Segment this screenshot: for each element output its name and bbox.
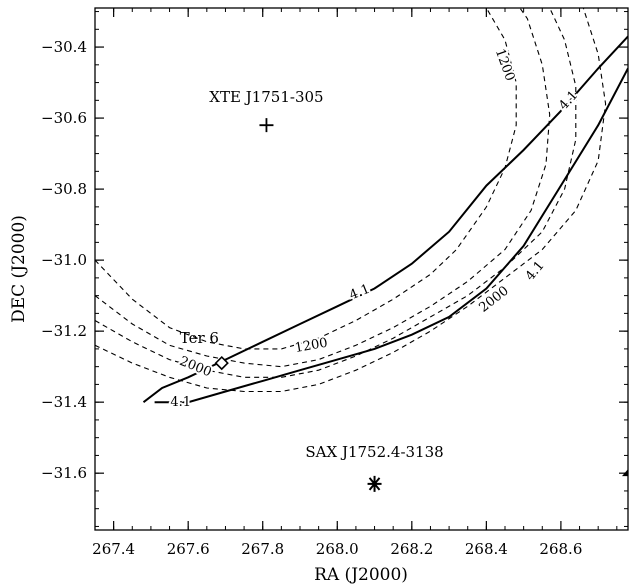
exposure-contour-0 [95, 8, 517, 350]
y-axis-label: DEC (J2000) [9, 215, 29, 323]
y-tick-label: −30.6 [41, 109, 87, 127]
source-label-sax-j1752-4-3138: SAX J1752.4-3138 [305, 443, 443, 461]
exposure-contour-3 [95, 8, 607, 393]
source-label-ter-6: Ter 6 [180, 329, 219, 347]
y-tick-label: −30.8 [41, 180, 87, 198]
x-tick-label: 268.2 [390, 540, 433, 558]
arrow-marker [622, 469, 628, 477]
y-tick-label: −31.4 [41, 393, 87, 411]
y-tick-labels: −30.4 −30.6 −30.8 −31.0 −31.2 −31.4 −31.6 [41, 38, 87, 482]
y-tick-label: −31.6 [41, 464, 87, 482]
contour-label-4.1: 4.1 [347, 282, 372, 304]
x-tick-label: 268.0 [316, 540, 359, 558]
x-axis-label: RA (J2000) [314, 565, 408, 585]
plot-frame [94, 7, 629, 531]
plot-axes [94, 7, 629, 531]
x-tick-labels: 267.4 267.6 267.8 268.0 268.2 268.4 268.6 [92, 540, 582, 558]
x-tick-label: 268.6 [539, 540, 582, 558]
y-tick-label: −31.0 [41, 251, 87, 269]
y-tick-label: −31.2 [41, 322, 87, 340]
contour-label-1200: 1200 [492, 47, 517, 83]
asterisk-marker-sax-j1752-4-3138 [367, 475, 382, 492]
x-tick-label: 267.4 [92, 540, 135, 558]
exposure-contour-1 [95, 8, 551, 368]
contour-label-4.1: 4.1 [523, 258, 548, 283]
contour-label-2000: 2000 [476, 283, 511, 315]
plus-marker-xte-j1751-305 [259, 118, 274, 133]
source-label-xte-j1751-305: XTE J1751-305 [209, 88, 323, 106]
x-tick-label: 267.8 [241, 540, 284, 558]
x-tick-label: 268.4 [465, 540, 508, 558]
error-box-curve-1 [154, 67, 628, 404]
contour-label-2000: 2000 [177, 354, 213, 380]
contour-label-4.1: 4.1 [170, 395, 191, 410]
contour-label-1200: 1200 [294, 336, 329, 357]
x-tick-label: 267.6 [167, 540, 210, 558]
diamond-marker-ter-6 [214, 355, 229, 371]
source-markers: XTE J1751-305 SAX J1752.4-3138 Ter 6 [180, 88, 628, 492]
plot-curves [95, 8, 628, 404]
y-tick-label: −30.4 [41, 38, 87, 56]
error-box-curve-0 [142, 35, 628, 403]
